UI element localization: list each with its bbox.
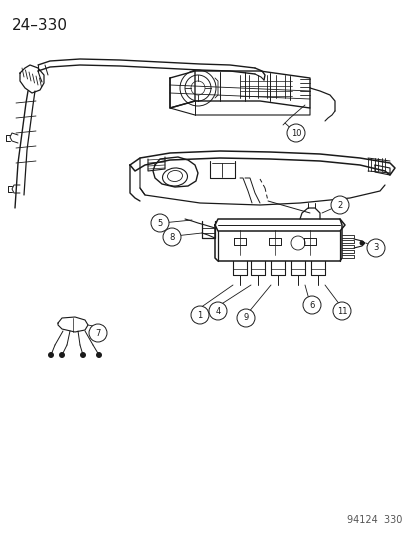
Circle shape <box>236 309 254 327</box>
Circle shape <box>330 196 348 214</box>
Circle shape <box>80 352 86 358</box>
Circle shape <box>366 239 384 257</box>
Circle shape <box>302 296 320 314</box>
Text: 8: 8 <box>169 232 174 241</box>
Circle shape <box>163 228 180 246</box>
Circle shape <box>59 352 65 358</box>
Circle shape <box>151 214 169 232</box>
Text: 5: 5 <box>157 219 162 228</box>
Text: 11: 11 <box>336 306 347 316</box>
Circle shape <box>48 352 54 358</box>
Circle shape <box>89 324 107 342</box>
Circle shape <box>190 306 209 324</box>
Text: 2: 2 <box>337 200 342 209</box>
Circle shape <box>286 124 304 142</box>
Circle shape <box>358 240 363 246</box>
Text: 3: 3 <box>373 244 378 253</box>
Text: 6: 6 <box>309 301 314 310</box>
Circle shape <box>209 302 226 320</box>
Circle shape <box>96 352 102 358</box>
Text: 1: 1 <box>197 311 202 319</box>
Text: 4: 4 <box>215 306 220 316</box>
Text: 10: 10 <box>290 128 301 138</box>
Circle shape <box>332 302 350 320</box>
Text: 7: 7 <box>95 328 100 337</box>
Text: 24–330: 24–330 <box>12 18 68 33</box>
Text: 9: 9 <box>243 313 248 322</box>
Text: 94124  330: 94124 330 <box>346 515 401 525</box>
